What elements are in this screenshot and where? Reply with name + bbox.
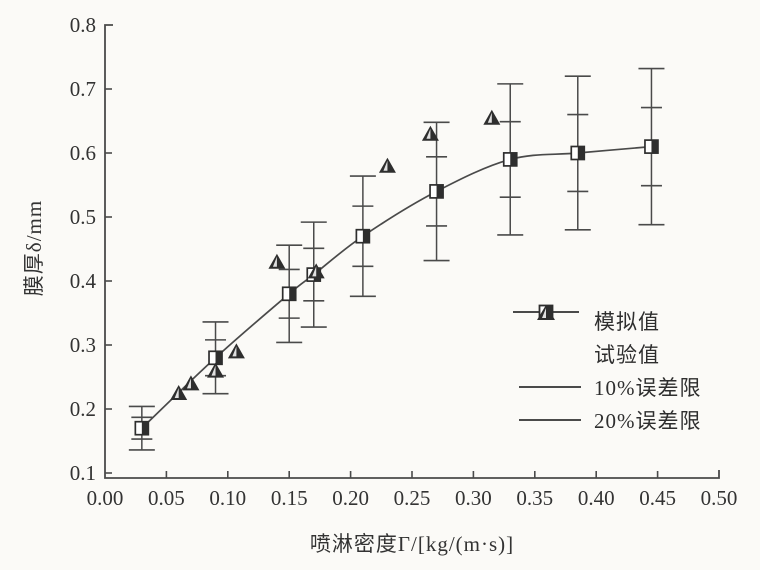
simulated-point-fill <box>215 351 223 365</box>
simulated-point-fill <box>362 229 370 243</box>
x-tick-label: 0.05 <box>148 486 185 510</box>
simulated-point-fill <box>436 184 444 198</box>
y-tick-label: 0.6 <box>70 141 96 165</box>
experimental-point-highlight <box>232 346 237 357</box>
simulated-point-fill <box>651 140 658 154</box>
experimental-point-highlight <box>487 112 492 123</box>
legend-label: 模拟值 <box>594 309 660 334</box>
y-tick-label: 0.7 <box>70 77 96 101</box>
simulated-point-fill <box>141 421 149 435</box>
x-tick-label: 0.15 <box>271 486 308 510</box>
experimental-point-highlight <box>426 128 431 139</box>
simulated-point-fill <box>289 287 296 301</box>
simulated-point-fill <box>510 152 517 166</box>
experimental-point-highlight <box>312 266 317 277</box>
experimental-point-highlight <box>272 256 277 267</box>
y-axis-title: 膜厚δ/mm <box>22 199 46 297</box>
y-tick-label: 0.1 <box>70 461 96 485</box>
x-axis-title: 喷淋密度Γ/[kg/(m·s)] <box>309 532 515 556</box>
line-icon <box>506 418 594 421</box>
legend-label: 10%误差限 <box>594 375 702 400</box>
x-tick-label: 0.25 <box>394 486 431 510</box>
legend-label: 试验值 <box>594 342 660 367</box>
x-tick-label: 0.35 <box>516 486 553 510</box>
experimental-point-highlight <box>174 388 179 398</box>
y-tick-label: 0.4 <box>70 269 97 293</box>
simulated-point-fill <box>577 146 585 160</box>
legend-item-experimental: 试验值 <box>506 305 702 370</box>
legend: 模拟值 试验值 10%误差限 20%误差限 <box>506 304 702 436</box>
x-tick-label: 0.45 <box>639 486 676 510</box>
experimental-point-highlight <box>211 365 216 376</box>
axes <box>104 24 720 479</box>
x-tick-label: 0.50 <box>701 486 738 510</box>
x-tick-label: 0.10 <box>209 486 246 510</box>
y-tick-label: 0.3 <box>70 333 96 357</box>
experimental-point-highlight <box>186 378 191 389</box>
y-tick-label: 0.2 <box>70 397 96 421</box>
legend-label: 20%误差限 <box>594 408 702 433</box>
y-tick-label: 0.8 <box>70 13 96 37</box>
legend-item-error-20: 20%误差限 <box>506 403 702 436</box>
experimental-point-highlight <box>383 160 388 171</box>
line-icon <box>506 385 594 388</box>
legend-item-error-10: 10%误差限 <box>506 370 702 403</box>
x-tick-label: 0.30 <box>455 486 492 510</box>
x-tick-label: 0.00 <box>87 486 124 510</box>
x-tick-label: 0.40 <box>578 486 615 510</box>
x-tick-label: 0.20 <box>332 486 369 510</box>
y-tick-label: 0.5 <box>70 205 96 229</box>
